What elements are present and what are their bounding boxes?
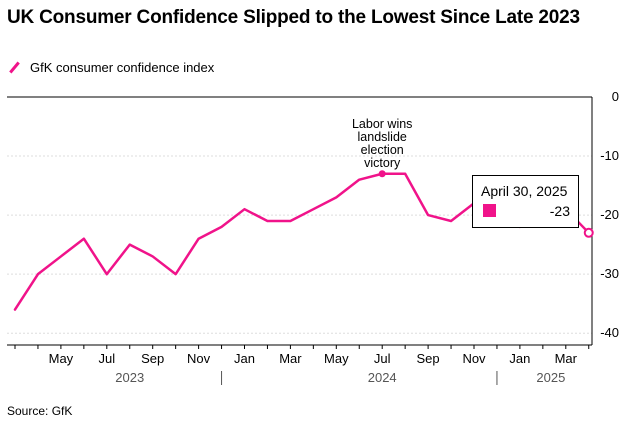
source-note: Source: GfK: [7, 404, 73, 418]
tooltip-value: -23: [549, 203, 570, 219]
annotation-text: Labor wins: [352, 117, 412, 131]
annotation-marker: [378, 170, 386, 178]
x-tick-label: Nov: [187, 351, 211, 366]
x-tick-label: Sep: [141, 351, 164, 366]
line-chart: 0 -10 -20 -30 -40 May Jul Sep Nov Jan Mar May Jul Sep…: [7, 89, 619, 385]
x-tick-label: May: [49, 351, 74, 366]
x-year-label: 2024: [368, 370, 397, 385]
x-tick-label: Mar: [279, 351, 302, 366]
x-tick-label: Jul: [374, 351, 391, 366]
y-tick-label: 0: [612, 89, 619, 104]
highlight-point: [583, 227, 594, 238]
tooltip-swatch: [483, 204, 496, 217]
annotation-text: election: [361, 143, 404, 157]
x-year-label: 2023: [115, 370, 144, 385]
data-tooltip: April 30, 2025 -23: [472, 175, 579, 228]
x-tick-label: Jul: [98, 351, 115, 366]
annotation-text: landslide: [358, 130, 407, 144]
y-tick-label: -40: [600, 325, 619, 340]
y-tick-label: -30: [600, 266, 619, 281]
y-tick-label: -10: [600, 148, 619, 163]
chart-title: UK Consumer Confidence Slipped to the Lo…: [7, 7, 580, 28]
x-tick-label: Mar: [555, 351, 578, 366]
legend-label: GfK consumer confidence index: [30, 60, 215, 75]
legend: GfK consumer confidence index: [7, 60, 214, 75]
y-tick-label: -20: [600, 207, 619, 222]
annotation-text: victory: [364, 156, 401, 170]
x-tick-label: Nov: [462, 351, 486, 366]
x-tick-label: May: [324, 351, 349, 366]
x-tick-label: Jan: [234, 351, 255, 366]
x-tick-label: Sep: [417, 351, 440, 366]
x-year-label: 2025: [536, 370, 565, 385]
tooltip-date: April 30, 2025: [481, 183, 568, 199]
x-tick-label: Jan: [509, 351, 530, 366]
